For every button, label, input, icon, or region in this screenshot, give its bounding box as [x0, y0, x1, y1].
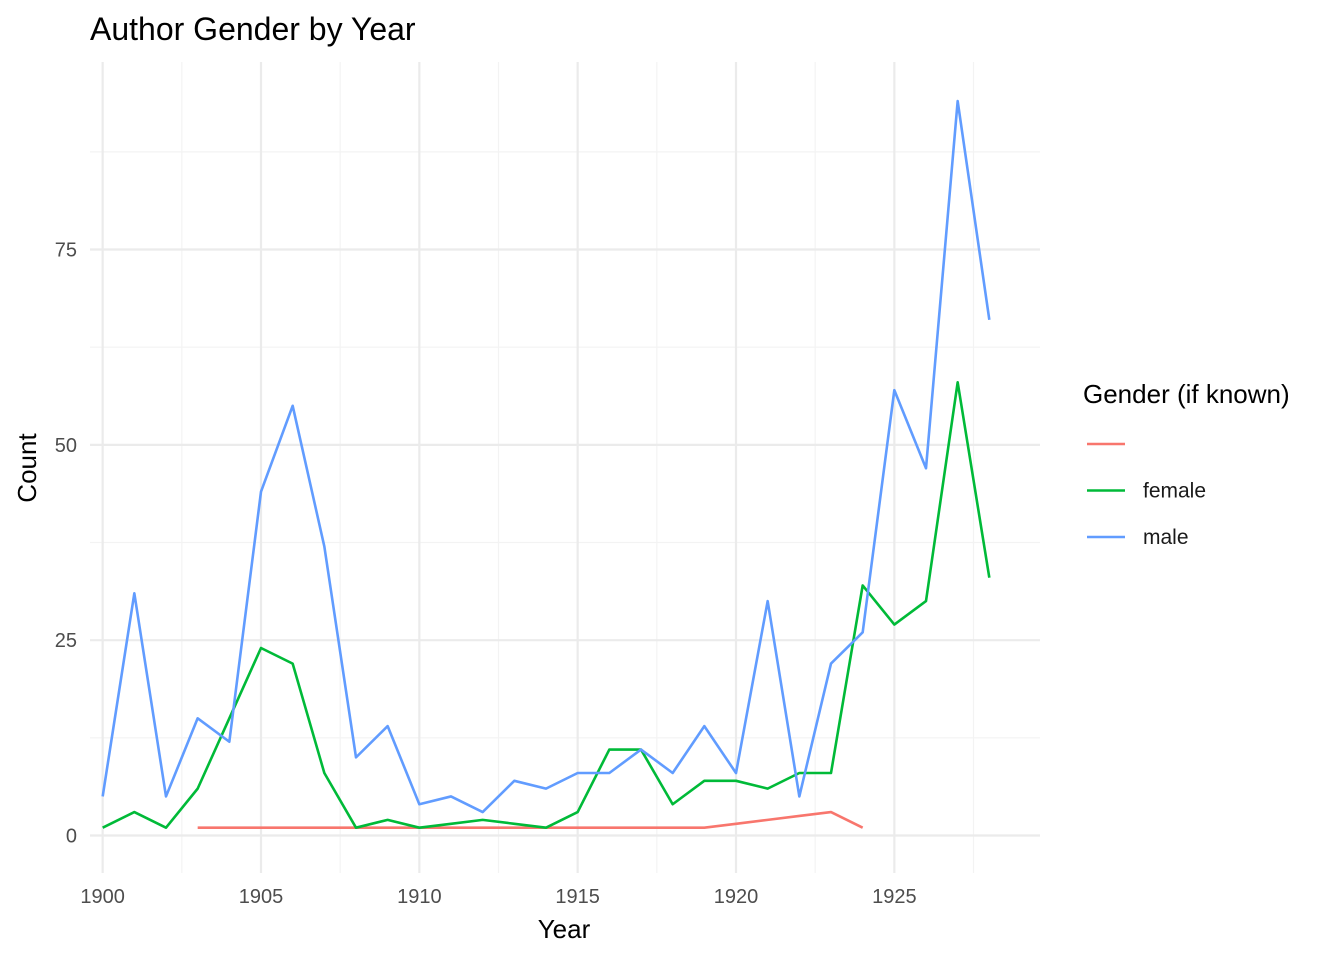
- y-tick-label: 75: [55, 240, 77, 262]
- x-tick-label: 1905: [239, 886, 284, 908]
- y-tick-label: 0: [66, 825, 77, 847]
- y-tick-label: 50: [55, 435, 77, 457]
- y-tick-label: 25: [55, 630, 77, 652]
- legend-title: Gender (if known): [1083, 379, 1290, 409]
- x-tick-label: 1915: [555, 886, 600, 908]
- y-axis-ticks: 0 25 50 75: [55, 240, 77, 848]
- x-axis-ticks: 1900 1905 1910 1915 1920 1925: [80, 886, 916, 908]
- series-line-male: [101, 99, 991, 814]
- series-line-female: [102, 381, 991, 829]
- legend-label-male: male: [1143, 526, 1189, 549]
- x-axis-title: Year: [538, 914, 591, 944]
- grid-lines: [90, 62, 1040, 873]
- chart-title: Author Gender by Year: [90, 11, 416, 47]
- x-tick-label: 1925: [872, 886, 917, 908]
- legend: Gender (if known) female male: [1083, 379, 1290, 549]
- y-axis-title: Count: [12, 433, 42, 503]
- legend-label-female: female: [1143, 480, 1206, 503]
- x-tick-label: 1900: [80, 886, 125, 908]
- series-lines: [101, 99, 991, 829]
- series-line-unknown: [197, 810, 864, 829]
- x-tick-label: 1920: [714, 886, 759, 908]
- x-tick-label: 1910: [397, 886, 442, 908]
